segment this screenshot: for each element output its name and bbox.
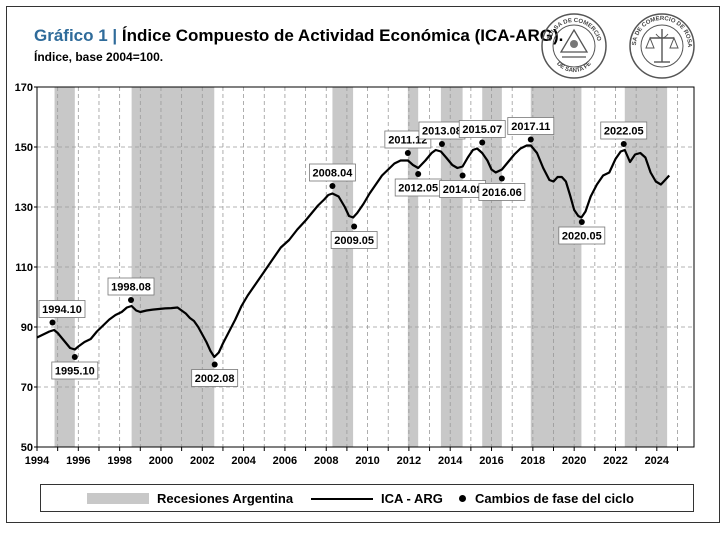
y-tick-label: 130: [15, 202, 33, 214]
legend-line-swatch: [311, 498, 373, 500]
turning-point-label: 1998.08: [111, 282, 151, 294]
turning-point-label-box: [600, 121, 648, 140]
turning-point-dot: [404, 150, 411, 156]
axes: 50 70 90 110 130 150 170 1994 1996 1998 2000 2002 20…: [15, 82, 695, 467]
chart-title-text: Índice Compuesto de Actividad Económica …: [121, 26, 564, 45]
chart-frame: [6, 6, 720, 523]
x-tick-label: 1994: [25, 455, 50, 467]
turning-point-dot: [438, 141, 445, 147]
turning-point-label: 2011.12: [388, 135, 427, 147]
x-tick-label: 1998: [107, 455, 131, 467]
x-tick-label: 2018: [521, 455, 545, 467]
turning-point-label: 2016.06: [482, 187, 522, 199]
turning-point-label: 2002.08: [195, 373, 235, 385]
turning-point-dot: [479, 139, 486, 146]
x-tick-label: 2006: [273, 455, 297, 467]
turning-point-label-box: [458, 120, 506, 138]
turning-point-dot: [527, 136, 534, 143]
x-tick-label: 2002: [190, 455, 214, 467]
y-tick-label: 110: [15, 262, 33, 274]
bolsa-santa-fe-logo: BOLSA DE COMERCIO DE SANTA FE: [541, 13, 607, 79]
recession-band-2: [332, 87, 354, 447]
y-tick-label: 70: [21, 382, 33, 394]
turning-point-dot: [620, 141, 627, 147]
x-tick-label: 2004: [231, 455, 256, 467]
turning-point-dot: [128, 297, 135, 303]
legend-turning-points-label: Cambios de fase del ciclo: [475, 491, 634, 506]
turning-point-dot: [49, 319, 56, 326]
turning-point-dot: [211, 361, 218, 368]
turning-point-label: 2022.05: [604, 126, 644, 138]
turning-point-label-box: [309, 163, 356, 182]
turning-point-label: 2008.04: [313, 168, 354, 180]
chart-title-number: Gráfico 1 |: [34, 26, 118, 45]
turning-point-label-box: [107, 277, 155, 296]
turning-point-dot: [578, 219, 585, 225]
x-tick-label: 2016: [479, 455, 503, 467]
turning-point-label: 1995.10: [55, 366, 95, 378]
x-tick-label: 2014: [438, 455, 463, 467]
turning-point-label-box: [38, 300, 86, 318]
turning-point-label-box: [191, 369, 239, 387]
x-tick-label: 2024: [645, 455, 670, 467]
turning-point-label-box: [330, 231, 378, 249]
chart-subtitle: Índice, base 2004=100.: [34, 50, 164, 64]
turning-point-dot: [71, 354, 78, 360]
legend-dot-swatch: [459, 495, 466, 502]
x-tick-label: 2000: [149, 455, 173, 467]
bolsa-rosario-logo: BOLSA DE COMERCIO DE ROSARIO: [628, 12, 695, 79]
turning-point-label: 2013.08: [422, 126, 462, 138]
chart-legend: Recesiones Argentina ICA - ARG Cambios d…: [40, 484, 694, 512]
y-tick-label: 150: [15, 142, 33, 154]
turning-point-dot: [415, 171, 422, 177]
x-tick-label: 1996: [66, 455, 90, 467]
x-tick-label: 2010: [355, 455, 379, 467]
turning-point-dot: [459, 172, 466, 179]
legend-recession-swatch: [87, 493, 149, 504]
turning-point-label-box: [51, 361, 99, 380]
turning-point-label: 2009.05: [334, 235, 374, 247]
x-tick-label: 2022: [603, 455, 627, 467]
x-tick-label: 2012: [397, 455, 421, 467]
turning-point-label: 2017.11: [511, 121, 550, 133]
chart-title: Gráfico 1 | Índice Compuesto de Activida…: [34, 26, 563, 46]
turning-point-label: 2020.05: [562, 231, 602, 243]
turning-point-dot: [351, 223, 358, 230]
turning-point-label: 1994.10: [42, 304, 82, 316]
series-line-ica-arg: [36, 144, 671, 359]
legend-series-label: ICA - ARG: [381, 491, 443, 506]
turning-points: 1994.10 1995.10 1998.08 2002.08 2008.04 2009.…: [38, 117, 648, 387]
turning-point-label-box: [478, 183, 526, 201]
x-tick-label: 2008: [314, 455, 338, 467]
grid-lines: [37, 87, 694, 447]
x-tick-label: 2020: [562, 455, 586, 467]
turning-point-label-box: [558, 226, 606, 245]
y-tick-label: 50: [21, 442, 33, 454]
turning-point-label: 2012.05: [398, 183, 438, 195]
legend-recessions-label: Recesiones Argentina: [157, 491, 294, 506]
series-line-layer: [36, 144, 671, 359]
turning-point-dot: [498, 175, 505, 182]
recession-band-3: [407, 87, 419, 447]
y-tick-label: 170: [15, 82, 33, 94]
turning-point-label-box: [507, 117, 555, 135]
turning-point-dot: [329, 183, 336, 189]
turning-point-label: 2014.08: [443, 184, 483, 196]
y-tick-label: 90: [21, 322, 33, 334]
turning-point-label: 2015.07: [462, 124, 502, 136]
recession-band-0: [54, 87, 75, 447]
